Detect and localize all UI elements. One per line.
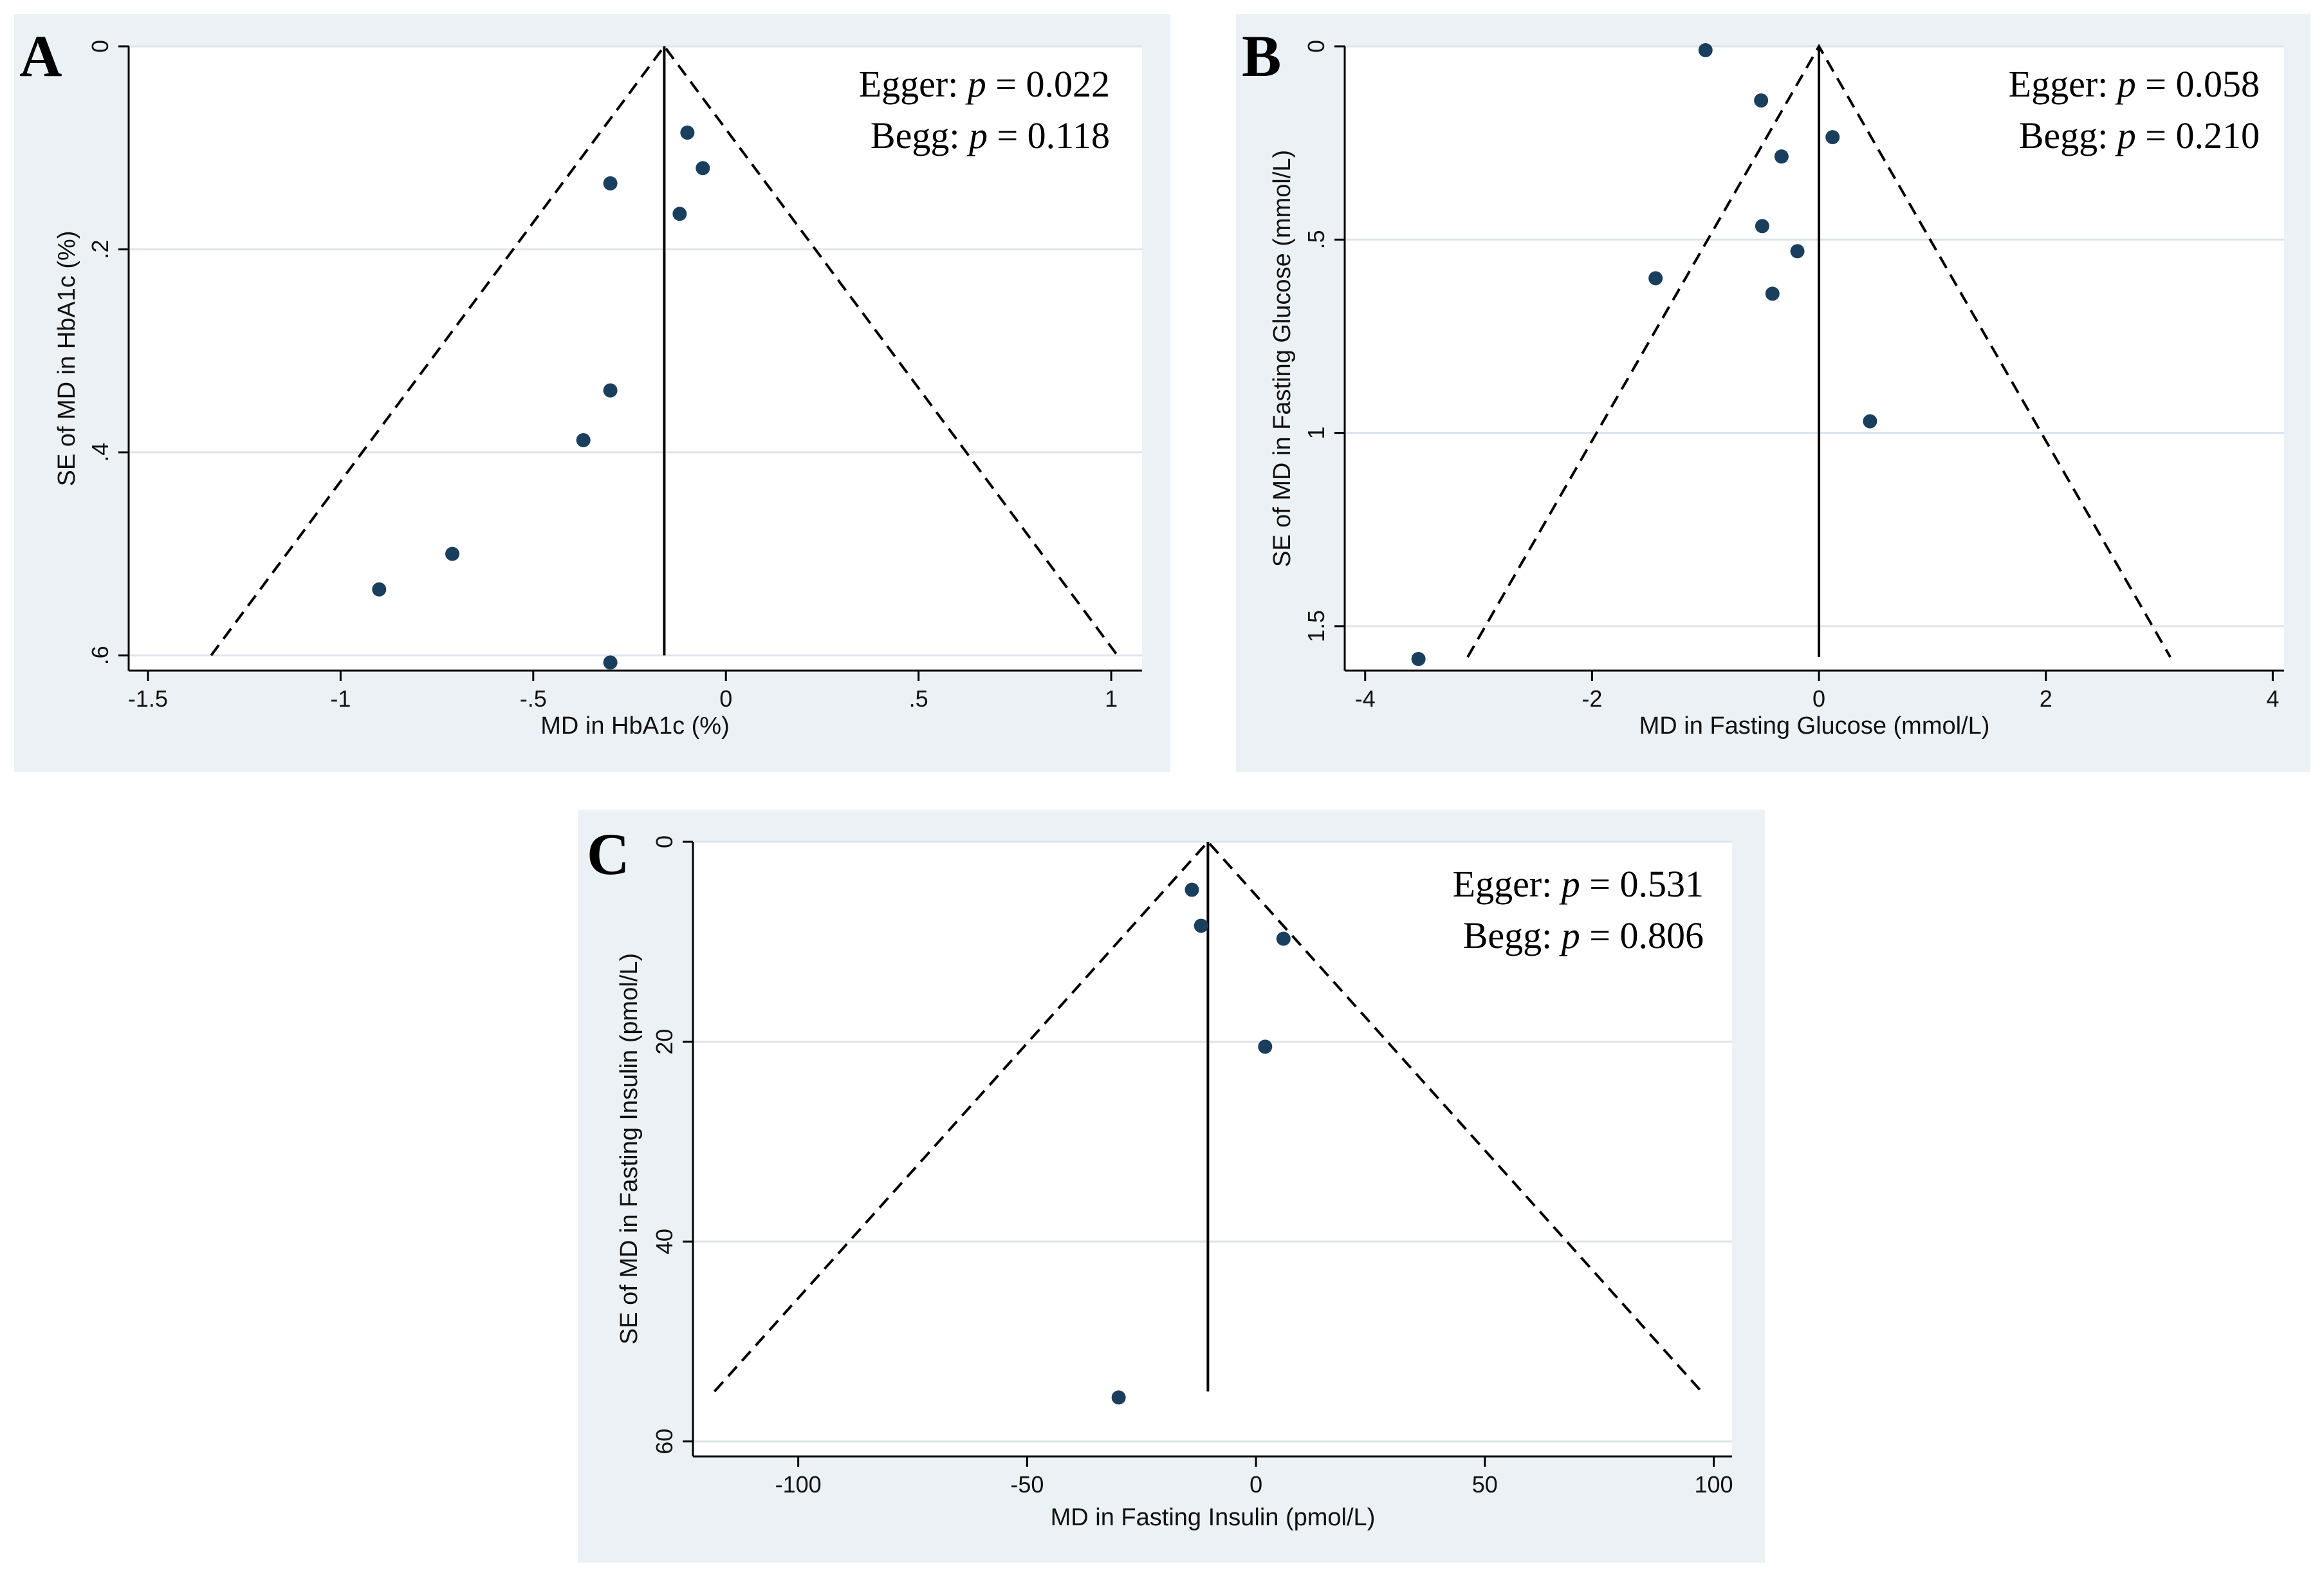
panel-c-egger-text: Egger: p = 0.531 (1453, 863, 1704, 905)
panel-a-point-2 (696, 161, 710, 176)
panel-b-x-tick-label-2: 0 (1812, 685, 1825, 712)
panel-c-points (1111, 882, 1291, 1405)
panel-a-point-4 (672, 207, 687, 221)
panel-a-points (372, 125, 710, 670)
panel-a-point-5 (603, 383, 618, 398)
panel-c: 0 20 40 60 -100 -50 0 50 100 SE of MD in Fastin… (578, 810, 1765, 1563)
panel-a-y-ticks: 0 .2 .4 .6 (87, 40, 129, 665)
panel-b-y-tick-label-0: 0 (1303, 40, 1329, 53)
panel-a-x-tick-label-2: -.5 (520, 685, 547, 712)
panel-b-point-5 (1755, 219, 1769, 234)
panel-b-plot-area (1345, 46, 2284, 671)
panel-c-x-ticks: -100 -50 0 50 100 (775, 1456, 1733, 1498)
panel-c-funnel (713, 840, 1702, 1393)
panel-a-funnel (210, 44, 1119, 656)
panel-a-point-6 (576, 432, 591, 447)
panel-c-point-4 (1258, 1039, 1273, 1054)
panel-b: 0 .5 1 1.5 -4 -2 0 2 4 SE of MD in Fasting Gluc… (1236, 14, 2310, 772)
panel-b-ylabel: SE of MD in Fasting Glucose (mmol/L) (1269, 150, 1296, 567)
panel-c-point-3 (1276, 931, 1291, 946)
panel-c-x-tick-label-1: -50 (1010, 1471, 1044, 1498)
panel-c-point-5 (1111, 1390, 1126, 1405)
panel-b-grid (1345, 45, 2284, 627)
panel-c-ylabel: SE of MD in Fasting Insulin (pmol/L) (616, 953, 643, 1344)
panel-c-plot-area (693, 842, 1732, 1456)
panel-a-x-tick-label-0: -1.5 (128, 685, 168, 712)
panel-a-grid (129, 45, 1142, 656)
panel-c-x-tick-label-4: 100 (1695, 1471, 1733, 1498)
panel-a-point-8 (372, 582, 387, 597)
panel-a-y-tick-label-0: 0 (87, 40, 113, 53)
panel-a-x-tick-label-3: 0 (719, 685, 732, 712)
panel-b-xlabel: MD in Fasting Glucose (mmol/L) (1639, 712, 1990, 739)
panel-a-point-9 (603, 655, 618, 670)
panel-c-y-tick-label-3: 60 (651, 1429, 678, 1455)
panel-a-x-tick-label-5: 1 (1105, 685, 1118, 712)
panel-a-y-tick-label-1: .2 (87, 239, 113, 259)
panel-a-funnel-limits (210, 44, 1119, 656)
panel-b-x-ticks: -4 -2 0 2 4 (1355, 671, 2279, 712)
panel-b-point-8 (1765, 286, 1780, 301)
panel-b-point-10 (1411, 651, 1426, 666)
panel-b-x-tick-label-0: -4 (1355, 685, 1376, 712)
panel-b-x-tick-label-3: 2 (2040, 685, 2052, 712)
panel-b-y-tick-label-3: 1.5 (1303, 610, 1329, 642)
panel-a-y-tick-label-3: .6 (87, 646, 113, 665)
panel-b-letter: B (1242, 23, 1281, 89)
panel-a-x-tick-label-1: -1 (330, 685, 351, 712)
panel-c-xlabel: MD in Fasting Insulin (pmol/L) (1051, 1504, 1376, 1531)
panel-b-y-tick-label-2: 1 (1303, 427, 1329, 440)
panel-a-plot-area (129, 46, 1142, 671)
panel-a-point-1 (680, 125, 695, 140)
panel-c-y-tick-label-0: 0 (651, 835, 678, 848)
panel-b-points (1411, 43, 1877, 666)
panel-b-point-6 (1790, 244, 1805, 259)
panel-b-y-tick-label-1: .5 (1303, 230, 1329, 249)
panel-b-point-7 (1648, 271, 1663, 286)
panel-a-letter: A (19, 23, 62, 89)
panel-b-point-2 (1754, 93, 1769, 108)
panel-b-point-9 (1863, 414, 1877, 429)
panel-b-y-ticks: 0 .5 1 1.5 (1303, 40, 1345, 642)
panel-c-begg-text: Begg: p = 0.806 (1463, 915, 1704, 956)
panel-c-x-tick-label-3: 50 (1472, 1471, 1498, 1498)
panel-b-point-1 (1698, 43, 1713, 58)
panel-c-y-ticks: 0 20 40 60 (651, 835, 693, 1455)
panel-a-point-3 (603, 176, 618, 191)
panel-c-y-tick-label-2: 40 (651, 1229, 678, 1254)
panel-a-y-tick-label-2: .4 (87, 443, 113, 462)
panel-a-ylabel: SE of MD in HbA1c (%) (53, 231, 80, 487)
panel-a-x-tick-label-4: .5 (909, 685, 928, 712)
panel-b-funnel (1466, 43, 2172, 658)
panel-b-egger-text: Egger: p = 0.058 (2009, 63, 2260, 105)
panel-b-x-tick-label-4: 4 (2266, 685, 2279, 712)
panel-b-x-tick-label-1: -2 (1582, 685, 1602, 712)
panel-a-begg-text: Begg: p = 0.118 (871, 115, 1110, 156)
panel-c-grid (693, 841, 1732, 1443)
panel-a-xlabel: MD in HbA1c (%) (540, 712, 730, 739)
panel-a: 0 .2 .4 .6 -1.5 -1 -.5 0 .5 1 SE of MD in HbA1c … (14, 14, 1170, 772)
panel-c-letter: C (587, 821, 629, 887)
panel-c-x-tick-label-2: 0 (1250, 1471, 1262, 1498)
panel-c-point-2 (1194, 918, 1208, 933)
panel-b-begg-text: Begg: p = 0.210 (2019, 115, 2260, 156)
panel-c-x-tick-label-0: -100 (775, 1471, 822, 1498)
panel-a-x-ticks: -1.5 -1 -.5 0 .5 1 (128, 671, 1118, 712)
panel-b-point-3 (1825, 130, 1840, 145)
panel-c-y-tick-label-1: 20 (651, 1029, 678, 1055)
panel-a-point-7 (445, 546, 460, 561)
panel-a-egger-text: Egger: p = 0.022 (859, 63, 1110, 105)
panel-b-point-4 (1774, 149, 1789, 164)
panel-c-point-1 (1185, 882, 1199, 897)
